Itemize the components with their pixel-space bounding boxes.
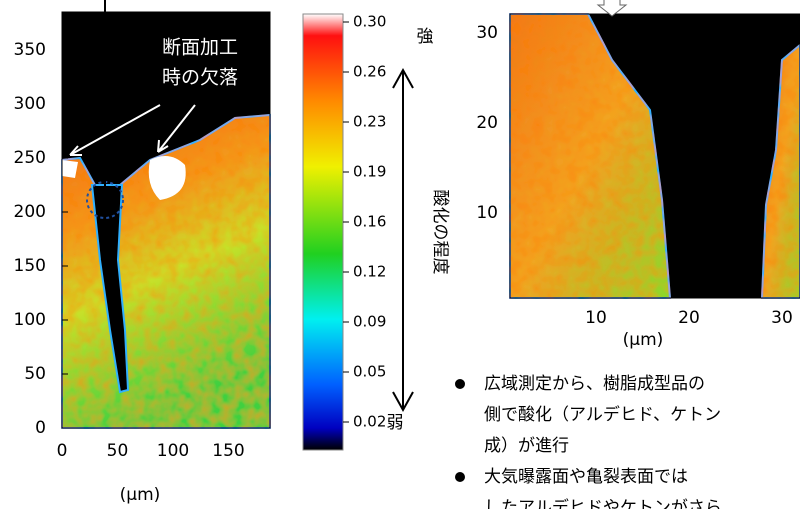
high-label: 強 xyxy=(417,27,434,47)
bullet-text: 側で酸化（アルデヒド、ケトン xyxy=(484,404,721,425)
y-tick-label: 250 xyxy=(14,148,46,168)
y-tick-label: 350 xyxy=(14,40,46,60)
bullet-dot xyxy=(455,379,465,389)
colorbar-tick-label: 0.09 xyxy=(353,313,386,331)
x-tick-label: 0 xyxy=(57,441,68,461)
colorbar-tick-label: 0.05 xyxy=(353,363,386,381)
y-tick-label: 50 xyxy=(24,364,46,384)
y-tick-label: 20 xyxy=(476,113,498,133)
colorbar-tick-label: 0.02 xyxy=(353,413,386,431)
y-tick-label: 10 xyxy=(476,203,498,223)
y-tick-label: 30 xyxy=(476,23,498,43)
left-map: 断面加工 時の欠落 xyxy=(62,0,270,428)
y-tick-label: 200 xyxy=(14,202,46,222)
bullet-text: したアルデヒドやケトンがさら xyxy=(484,497,722,509)
right-map xyxy=(510,0,800,298)
colorbar-tick-label: 0.26 xyxy=(353,63,386,81)
scale-arrow xyxy=(393,70,413,410)
colorbar-tick-label: 0.12 xyxy=(353,263,386,281)
slide: 断面加工 時の欠落 強 弱 酸化の程度 05010015020025030035… xyxy=(0,0,800,509)
y-tick-label: 100 xyxy=(14,310,46,330)
bullet-text: 成）が進行 xyxy=(484,436,569,456)
colorbar-tick-label: 0.23 xyxy=(353,113,386,131)
x-tick-label: 30 xyxy=(771,308,793,328)
colorbar xyxy=(303,14,343,450)
colorbar-tick-label: 0.30 xyxy=(353,13,386,31)
x-tick-label: 150 xyxy=(212,441,244,461)
bullet-text: 大気曝露面や亀裂表面では xyxy=(484,467,688,487)
x-tick-label: 50 xyxy=(107,441,129,461)
colorbar-tick-label: 0.16 xyxy=(353,213,386,231)
low-label: 弱 xyxy=(387,413,404,433)
bullet-text: 広域測定から、樹脂成型品の xyxy=(484,374,705,394)
x-axis-label: (µm) xyxy=(120,485,161,505)
colorbar-tick-label: 0.19 xyxy=(353,163,386,181)
colorbar-label: 酸化の程度 xyxy=(430,190,450,275)
y-tick-label: 150 xyxy=(14,256,46,276)
x-tick-label: 20 xyxy=(678,308,700,328)
annotation: 断面加工 xyxy=(162,37,238,59)
x-tick-label: 10 xyxy=(585,308,607,328)
bullet-dot xyxy=(455,472,465,482)
x-tick-label: 100 xyxy=(157,441,189,461)
y-tick-label: 300 xyxy=(14,94,46,114)
y-tick-label: 0 xyxy=(35,418,46,438)
x-axis-label: (µm) xyxy=(623,330,664,350)
annotation: 時の欠落 xyxy=(162,67,238,89)
